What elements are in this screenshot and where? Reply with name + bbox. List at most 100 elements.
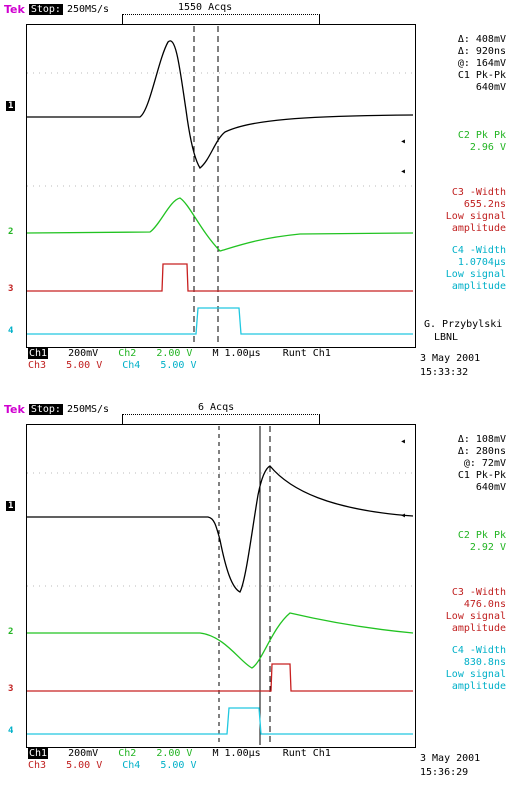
channel-scale-row-2: Ch3 5.00 V Ch4 5.00 V [28, 760, 196, 772]
scope-screen-2: Tek Stop: 250MS/s 6 Acqs 1 2 3 4 ◂ ◂ Δ: … [0, 400, 508, 797]
ch1-scale: 200mV [68, 348, 99, 359]
cursor-delta-v: Δ: 408mV [457, 34, 506, 45]
meas-c2: C2 Pk Pk 2.96 V [418, 130, 506, 154]
ch3-label[interactable]: Ch3 [28, 760, 47, 771]
channel-scale-row-2: Ch3 5.00 V Ch4 5.00 V [28, 360, 196, 372]
run-state[interactable]: Stop: [28, 3, 63, 15]
meas-c2-label: C2 Pk Pk [457, 530, 506, 541]
capture-date: 3 May 2001 [420, 753, 481, 764]
meas-c3-value: 655.2ns [463, 199, 506, 210]
meas-c4-note: Low signal [445, 669, 506, 680]
ch2-scale: 2.00 V [156, 748, 193, 759]
ch2-scale: 2.00 V [156, 348, 193, 359]
ch1-ground-marker[interactable]: 1 [6, 501, 16, 511]
channel-scale-row-1: Ch1 200mV Ch2 2.00 V M 1.00μs Runt Ch1 [28, 348, 331, 360]
meas-c4-label: C4 -Width [451, 245, 506, 256]
ch3-ground-marker[interactable]: 3 [8, 284, 14, 294]
cursor-readout: Δ: 408mV Δ: 920ns @: 164mV C1 Pk-Pk 640m… [418, 34, 506, 94]
meas-c4-value: 1.0704μs [457, 257, 506, 268]
header-bar: Tek Stop: 250MS/s [4, 402, 109, 416]
ch2-ground-marker[interactable]: 2 [8, 627, 14, 637]
ch4-label[interactable]: Ch4 [122, 760, 141, 771]
run-state[interactable]: Stop: [28, 403, 63, 415]
acquisition-count: 1550 Acqs [178, 2, 233, 13]
ch2-label[interactable]: Ch2 [118, 348, 137, 359]
ch3-trace [27, 663, 413, 692]
record-window-bracket [122, 414, 320, 425]
waveform-traces-1 [26, 26, 414, 345]
ch3-scale: 5.00 V [66, 360, 103, 371]
ch3-ground-marker[interactable]: 3 [8, 684, 14, 694]
ch1-label[interactable]: Ch1 [28, 348, 49, 359]
ch4-ground-marker[interactable]: 4 [8, 326, 14, 336]
meas-c3-note: Low signal [445, 611, 506, 622]
ch1-trace [27, 40, 414, 169]
cursor-at-value: @: 72mV [463, 458, 506, 469]
ch4-scale: 5.00 V [160, 760, 197, 771]
meas-c4-note2: amplitude [451, 281, 506, 292]
meas-c2-value: 2.92 V [469, 542, 506, 553]
ch1-label[interactable]: Ch1 [28, 748, 49, 759]
ch-offset-arrow-icon: ◂ [400, 436, 407, 447]
meas-c4-label: C4 -Width [451, 645, 506, 656]
brand-label: Tek [4, 402, 25, 416]
meas-c4-value: 830.8ns [463, 657, 506, 668]
meas-c3: C3 -Width 655.2ns Low signal amplitude [418, 187, 506, 235]
credit-lab: LBNL [434, 332, 459, 343]
scope-screen-1: Tek Stop: 250MS/s 1550 Acqs 1 2 3 4 ◂ ◂ … [0, 0, 508, 397]
meas-c4-note2: amplitude [451, 681, 506, 692]
ch2-ground-marker[interactable]: 2 [8, 227, 14, 237]
timestamp: 3 May 2001 15:36:29 [420, 752, 480, 780]
meas-c1-value: 640mV [475, 82, 506, 93]
ch-offset-arrow-icon: ◂ [400, 166, 407, 177]
channel-scale-row-1: Ch1 200mV Ch2 2.00 V M 1.00μs Runt Ch1 [28, 748, 331, 760]
ch2-trace [26, 197, 414, 252]
record-window-bracket [122, 14, 320, 25]
ch4-trace [27, 307, 413, 335]
ch4-scale: 5.00 V [160, 360, 197, 371]
ch4-ground-marker[interactable]: 4 [8, 726, 14, 736]
timestamp: 3 May 2001 15:33:32 [420, 352, 480, 380]
ch1-scale: 200mV [68, 748, 99, 759]
meas-c2-label: C2 Pk Pk [457, 130, 506, 141]
cursor-delta-t: Δ: 920ns [457, 46, 506, 57]
meas-c1-value: 640mV [475, 482, 506, 493]
brand-label: Tek [4, 2, 25, 16]
timebase: M 1.00μs [212, 348, 261, 359]
waveform-traces-2 [27, 426, 414, 745]
ch1-ground-marker[interactable]: 1 [6, 101, 16, 111]
trigger-setting: Runt Ch1 [282, 748, 331, 759]
ch3-trace [27, 263, 413, 292]
meas-c3-note: Low signal [445, 211, 506, 222]
meas-c1-label: C1 Pk-Pk [457, 70, 506, 81]
ch3-label[interactable]: Ch3 [28, 360, 47, 371]
cursor-delta-t: Δ: 280ns [457, 446, 506, 457]
meas-c3-value: 476.0ns [463, 599, 506, 610]
cursor-readout: Δ: 108mV Δ: 280ns @: 72mV C1 Pk-Pk 640mV [418, 434, 506, 494]
cursor-delta-v: Δ: 108mV [457, 434, 506, 445]
capture-time: 15:36:29 [420, 767, 469, 778]
meas-c2: C2 Pk Pk 2.92 V [418, 530, 506, 554]
sample-rate: 250MS/s [66, 403, 110, 415]
meas-c4-note: Low signal [445, 269, 506, 280]
ch1-trace [27, 465, 414, 593]
ch4-trace [27, 707, 413, 735]
meas-c3: C3 -Width 476.0ns Low signal amplitude [418, 587, 506, 635]
credit-name: G. Przybylski [424, 319, 503, 330]
header-bar: Tek Stop: 250MS/s [4, 2, 109, 16]
ch2-trace [27, 612, 414, 669]
ch4-label[interactable]: Ch4 [122, 360, 141, 371]
timebase: M 1.00μs [212, 748, 261, 759]
capture-time: 15:33:32 [420, 367, 469, 378]
meas-c1-label: C1 Pk-Pk [457, 470, 506, 481]
acquisition-count: 6 Acqs [198, 402, 235, 413]
trigger-setting: Runt Ch1 [282, 348, 331, 359]
ch3-scale: 5.00 V [66, 760, 103, 771]
meas-c2-value: 2.96 V [469, 142, 506, 153]
meas-c3-note2: amplitude [451, 223, 506, 234]
ch2-label[interactable]: Ch2 [118, 748, 137, 759]
meas-c3-note2: amplitude [451, 623, 506, 634]
meas-c3-label: C3 -Width [451, 187, 506, 198]
sample-rate: 250MS/s [66, 3, 110, 15]
meas-c3-label: C3 -Width [451, 587, 506, 598]
